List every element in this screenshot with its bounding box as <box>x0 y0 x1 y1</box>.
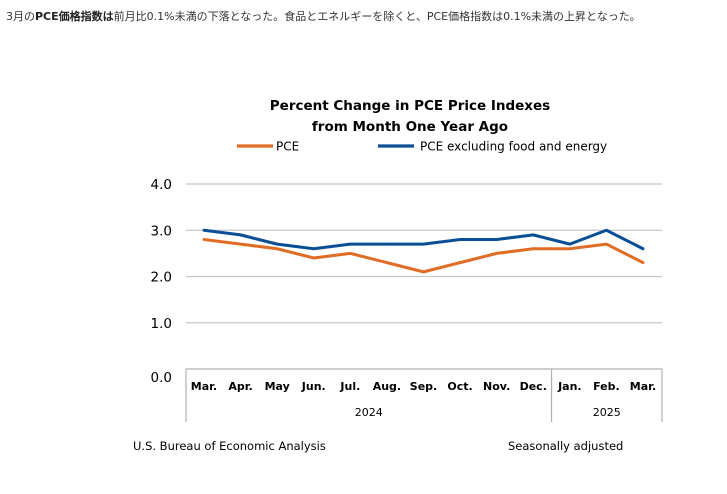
data-point <box>568 243 571 246</box>
x-tick-label: Nov. <box>483 380 510 393</box>
chart-title-line-1: Percent Change in PCE Price Indexes <box>270 98 550 114</box>
intro-text: 3月のPCE価格指数は前月比0.1%未満の下落となった。食品とエネルギーを除くと… <box>6 9 721 25</box>
y-tick-label: 1.0 <box>151 316 172 332</box>
chart-title-line-2: from Month One Year Ago <box>312 119 508 135</box>
adjustment-note: Seasonally adjusted <box>508 439 623 453</box>
y-tick-label: 0.0 <box>151 370 172 386</box>
data-point <box>459 261 462 264</box>
x-tick-label: Jun. <box>301 380 326 393</box>
data-point <box>349 243 352 246</box>
series-line-0 <box>202 238 645 274</box>
intro-bold: PCE価格指数は <box>35 10 114 23</box>
data-point <box>495 238 498 241</box>
data-point <box>642 247 645 250</box>
legend-label-1: PCE excluding food and energy <box>420 140 607 154</box>
data-point <box>203 238 206 241</box>
x-tick-label: Oct. <box>447 380 472 393</box>
data-point <box>203 229 206 232</box>
series-0 <box>202 238 645 274</box>
data-point <box>239 243 242 246</box>
chart-series <box>202 228 645 274</box>
data-point <box>495 252 498 255</box>
data-point <box>605 229 608 232</box>
data-point <box>568 247 571 250</box>
data-point <box>239 233 242 236</box>
data-point <box>422 243 425 246</box>
data-point <box>349 252 352 255</box>
data-point <box>532 233 535 236</box>
x-tick-label: Apr. <box>228 380 252 393</box>
data-point <box>605 243 608 246</box>
x-axis: Mar. Apr. May Jun. Jul. Aug. Sep. Oct. Nov. Dec. J… <box>185 368 663 422</box>
x-tick-label: Sep. <box>410 380 437 393</box>
x-tick-label: Feb. <box>593 380 620 393</box>
year-label-2024: 2024 <box>355 406 383 419</box>
y-tick-label: 4.0 <box>151 177 172 193</box>
series-1 <box>202 228 645 251</box>
year-label-2025: 2025 <box>593 406 621 419</box>
y-tick-label: 3.0 <box>151 223 172 239</box>
x-tick-label: Mar. <box>630 380 656 393</box>
chart-title: Percent Change in PCE Price Indexes from… <box>270 98 550 135</box>
series-line-1 <box>202 228 645 251</box>
x-tick-label: Aug. <box>373 380 401 393</box>
data-point <box>385 261 388 264</box>
x-tick-label: Mar. <box>191 380 217 393</box>
intro-part1: 3月の <box>6 10 35 23</box>
y-tick-label: 2.0 <box>151 270 172 286</box>
chart-legend: PCE PCE excluding food and energy <box>237 140 607 154</box>
data-point <box>385 243 388 246</box>
y-axis-ticks: 0.0 1.0 2.0 3.0 4.0 <box>151 177 172 386</box>
source-label: U.S. Bureau of Economic Analysis <box>133 439 326 453</box>
x-tick-label: Jan. <box>557 380 582 393</box>
data-point <box>276 247 279 250</box>
chart-grid <box>186 183 662 324</box>
x-tick-label: Jul. <box>339 380 360 393</box>
x-tick-label: May <box>265 380 290 393</box>
data-point <box>532 247 535 250</box>
x-tick-label: Dec. <box>520 380 547 393</box>
intro-part2: 前月比0.1%未満の下落となった。食品とエネルギーを除くと、PCE価格指数は0.… <box>113 10 641 23</box>
data-point <box>312 257 315 260</box>
data-point <box>276 243 279 246</box>
data-point <box>642 261 645 264</box>
legend-label-0: PCE <box>276 140 299 154</box>
data-point <box>422 270 425 273</box>
data-point <box>459 238 462 241</box>
data-point <box>312 247 315 250</box>
